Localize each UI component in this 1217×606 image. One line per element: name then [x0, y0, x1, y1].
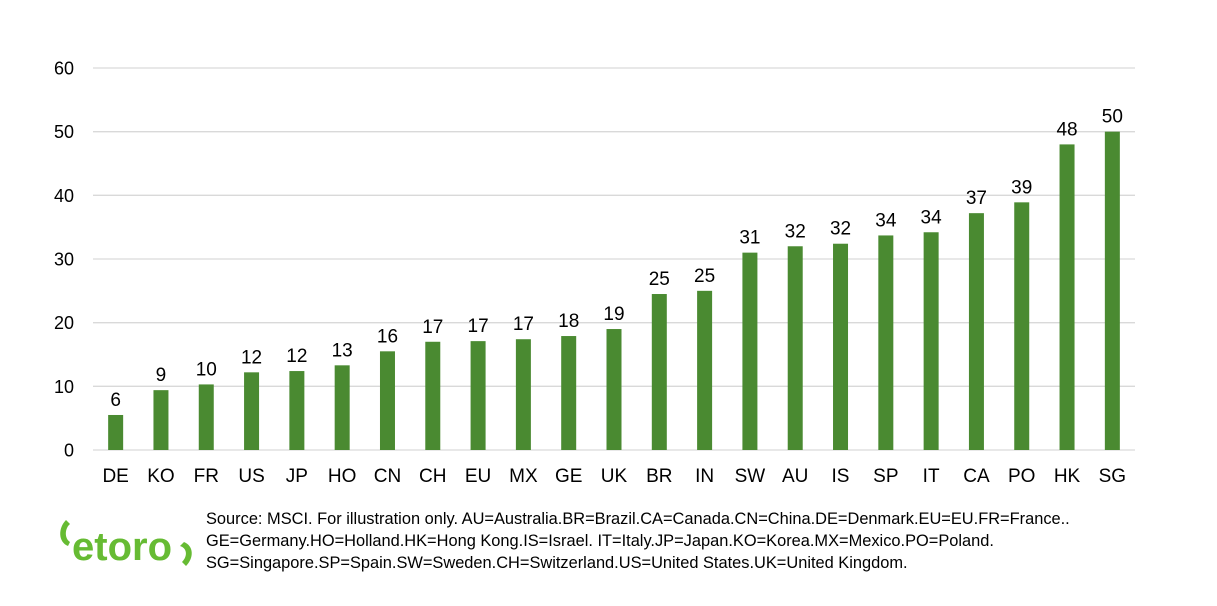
y-axis-tick-labels: 0 10 20 30 40 50 60: [54, 59, 74, 461]
source-line-3: SG=Singapore.SP=Spain.SW=Sweden.CH=Switz…: [206, 554, 908, 572]
category-label-AU: AU: [782, 466, 808, 487]
bar-AU: [787, 246, 803, 450]
category-label-CH: CH: [419, 466, 446, 487]
data-label-MX: 17: [513, 314, 534, 335]
y-tick-label: 60: [54, 59, 74, 79]
data-label-FR: 10: [196, 359, 217, 380]
bar-KO: [153, 390, 169, 450]
data-label-SP: 34: [875, 210, 897, 231]
y-tick-label: 10: [54, 377, 74, 397]
data-label-PO: 39: [1011, 177, 1032, 198]
bar-CH: [425, 341, 441, 450]
bar-US: [244, 372, 260, 450]
category-label-IN: IN: [695, 466, 714, 487]
data-labels: 6 9 10 12 12 13 16 17 17 17 18 19 25 25 31 32 32 34 34 37 39…: [110, 107, 1123, 411]
data-label-BR: 25: [649, 269, 670, 290]
category-label-HK: HK: [1054, 466, 1081, 487]
category-label-GE: GE: [555, 466, 582, 487]
y-tick-label: 50: [54, 122, 74, 142]
data-label-SG: 50: [1102, 107, 1123, 128]
bar-DE: [108, 414, 124, 450]
bar-SP: [878, 235, 894, 450]
logo-wordmark: etoro: [72, 525, 172, 569]
category-label-HO: HO: [328, 466, 357, 487]
category-label-SW: SW: [735, 466, 766, 487]
bar-MX: [515, 339, 531, 450]
chart-footer: etoro Source: MSCI. For illustration onl…: [56, 508, 1206, 578]
x-axis-category-labels: DE KO FR US JP HO CN CH EU MX GE UK BR IN SW AU IS SP IT CA…: [102, 466, 1126, 487]
bar-GE: [561, 336, 577, 450]
category-label-US: US: [238, 466, 264, 487]
category-label-FR: FR: [194, 466, 219, 487]
bar-HO: [334, 365, 350, 450]
data-label-UK: 19: [603, 304, 624, 325]
source-line-1: Source: MSCI. For illustration only. AU=…: [206, 510, 1070, 528]
data-label-KO: 9: [156, 365, 167, 386]
bars: [108, 131, 1120, 450]
category-label-CA: CA: [963, 466, 990, 487]
bar-EU: [470, 341, 486, 450]
bar-JP: [289, 371, 305, 450]
category-label-MX: MX: [509, 466, 538, 487]
data-label-CH: 17: [422, 317, 443, 338]
bar-PO: [1014, 202, 1030, 450]
data-label-IS: 32: [830, 219, 851, 240]
data-label-DE: 6: [110, 390, 121, 411]
category-label-PO: PO: [1008, 466, 1035, 487]
category-label-IS: IS: [832, 466, 850, 487]
bar-IN: [697, 290, 713, 450]
data-label-AU: 32: [785, 221, 806, 242]
bar-SG: [1104, 131, 1120, 450]
bar-IT: [923, 232, 939, 450]
grid-lines: [93, 67, 1135, 451]
logo-right-leaf-icon: [180, 542, 192, 566]
category-label-EU: EU: [465, 466, 491, 487]
data-label-IN: 25: [694, 266, 715, 287]
y-tick-label: 40: [54, 186, 74, 206]
etoro-logo: etoro: [60, 520, 192, 569]
source-note: Source: MSCI. For illustration only. AU=…: [206, 508, 1206, 574]
category-label-SG: SG: [1099, 466, 1126, 487]
data-label-EU: 17: [468, 316, 489, 337]
bar-SW: [742, 252, 758, 450]
category-label-SP: SP: [873, 466, 898, 487]
bar-HK: [1059, 144, 1075, 450]
bar-UK: [606, 329, 622, 450]
data-label-SW: 31: [739, 228, 760, 249]
bar-CA: [968, 213, 984, 450]
bar-BR: [651, 294, 667, 450]
data-label-JP: 12: [286, 346, 307, 367]
category-label-BR: BR: [646, 466, 672, 487]
category-label-IT: IT: [923, 466, 940, 487]
bar-FR: [198, 384, 214, 450]
data-label-US: 12: [241, 347, 262, 368]
y-tick-label: 20: [54, 313, 74, 333]
bar-chart: 0 10 20 30 40 50 60 6 9 10 12 12 13 16 17 17 17 18 19 25 25…: [54, 59, 1135, 487]
category-label-JP: JP: [286, 466, 308, 487]
data-label-CA: 37: [966, 188, 987, 209]
bar-CN: [379, 351, 395, 450]
y-tick-label: 30: [54, 250, 74, 270]
source-line-2: GE=Germany.HO=Holland.HK=Hong Kong.IS=Is…: [206, 532, 994, 550]
category-label-UK: UK: [601, 466, 628, 487]
y-tick-label: 0: [64, 441, 74, 461]
data-label-HK: 48: [1056, 119, 1077, 140]
logo-left-leaf-icon: [60, 520, 70, 546]
bar-IS: [833, 243, 849, 450]
data-label-CN: 16: [377, 326, 398, 347]
data-label-GE: 18: [558, 311, 579, 332]
category-label-CN: CN: [374, 466, 401, 487]
category-label-DE: DE: [102, 466, 128, 487]
data-label-IT: 34: [921, 207, 943, 228]
data-label-HO: 13: [332, 340, 353, 361]
category-label-KO: KO: [147, 466, 174, 487]
